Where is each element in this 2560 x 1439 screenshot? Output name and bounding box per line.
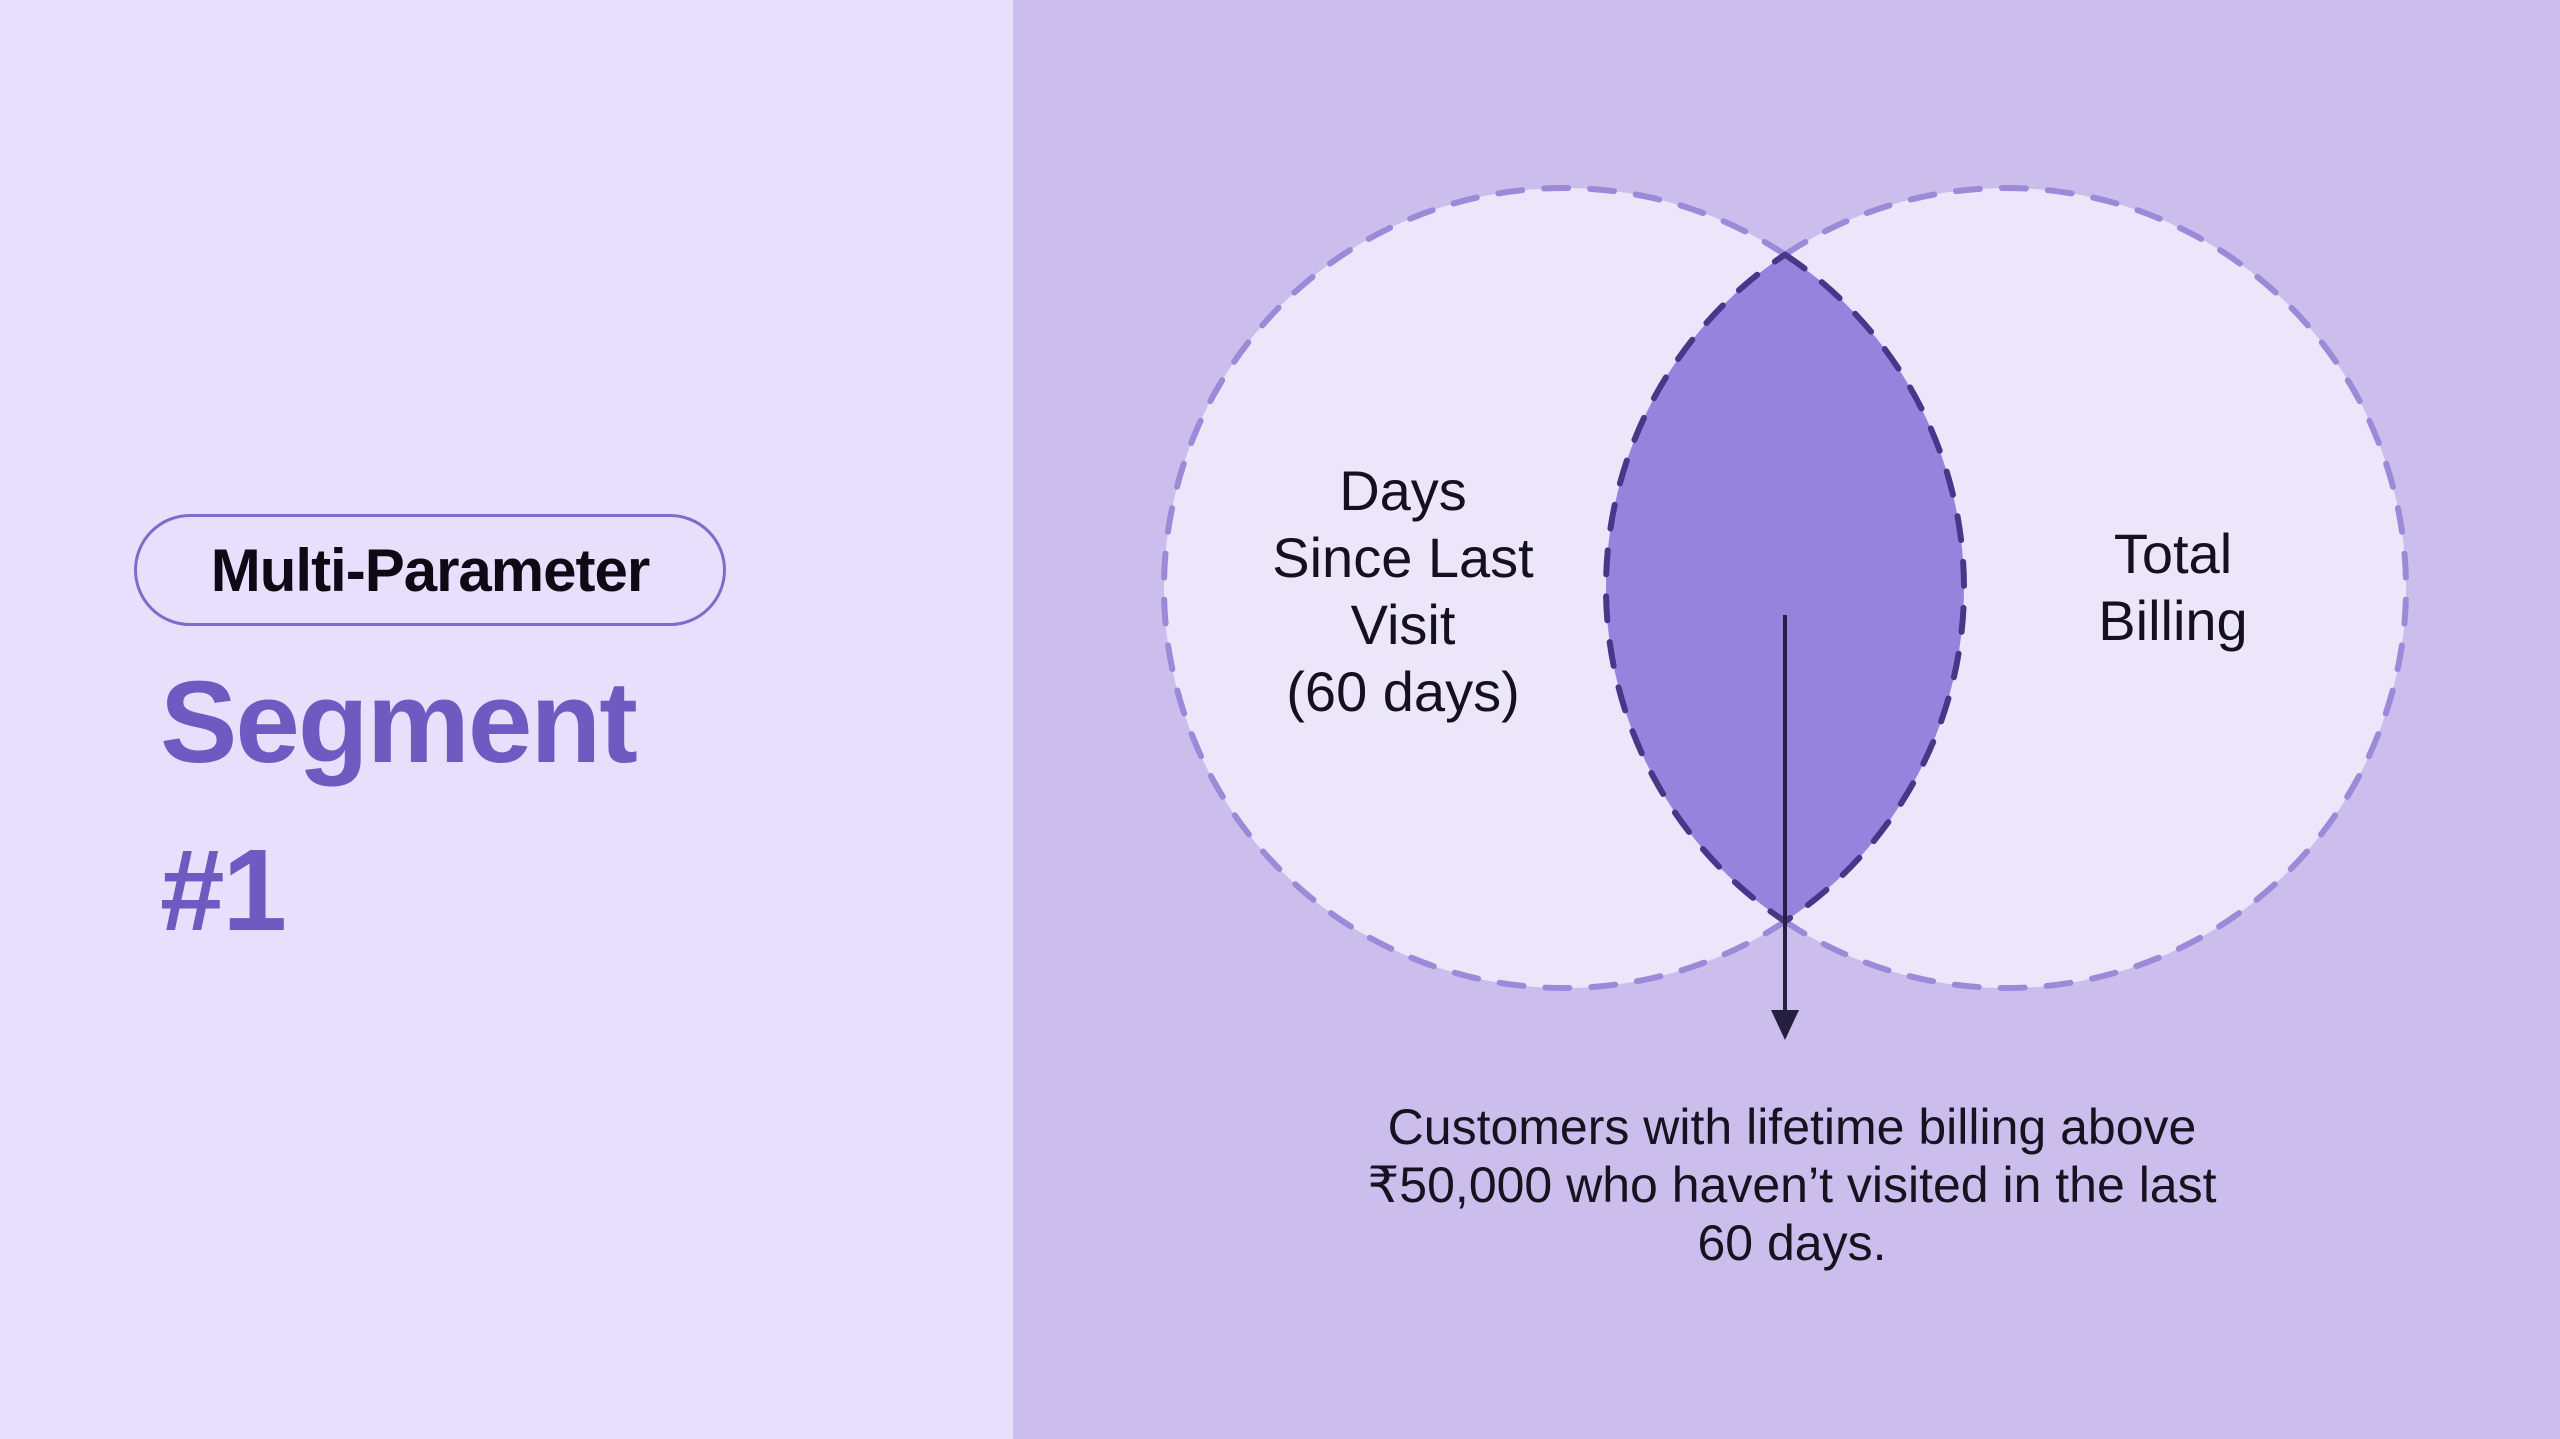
page-title-line1: Segment	[160, 657, 638, 787]
segment-type-badge: Multi-Parameter	[134, 514, 726, 626]
segment-description: Customers with lifetime billing above ₹5…	[1367, 1099, 2217, 1271]
page-title: Segment #1	[160, 638, 638, 974]
arrow-head-icon	[1771, 1010, 1799, 1040]
left-circle-dashed-border	[1160, 185, 1788, 991]
right-panel: Days Since Last Visit (60 days) Total Bi…	[1013, 0, 2560, 1439]
intersection-region	[1606, 254, 1964, 922]
left-circle-label: Days Since Last Visit (60 days)	[1272, 459, 1534, 723]
venn-diagram	[1160, 185, 2410, 1040]
page-title-line2: #1	[160, 825, 287, 955]
right-circle-dashed-border	[1782, 185, 2410, 991]
right-circle-label: Total Billing	[2098, 522, 2248, 652]
segment-type-badge-label: Multi-Parameter	[210, 536, 650, 604]
left-panel: Multi-Parameter Segment #1	[0, 0, 1013, 1439]
